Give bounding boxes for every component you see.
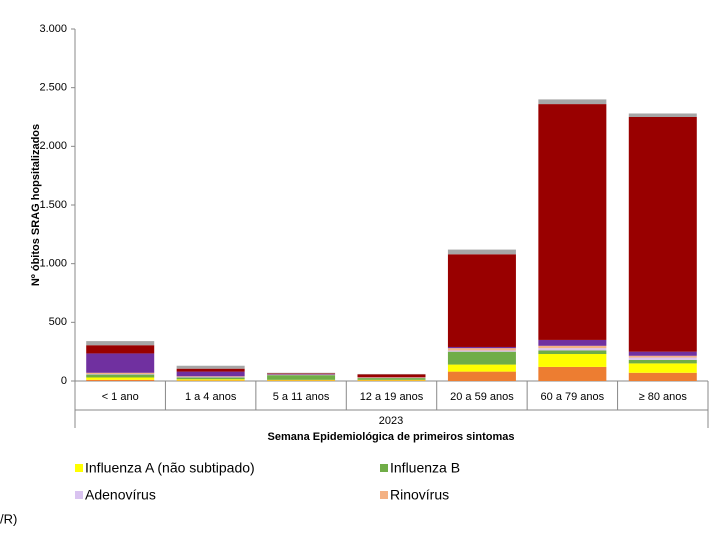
bar-segment [86, 345, 155, 354]
bar-segment [176, 365, 245, 369]
bar-segment [267, 380, 336, 381]
y-tick-label: 1.000 [39, 258, 67, 270]
bar-segment [86, 353, 155, 373]
bar-segment [176, 376, 245, 377]
y-tick-label: 500 [49, 316, 67, 328]
bar-segment [357, 374, 426, 378]
bar-segment [447, 350, 516, 352]
bar-segment [86, 372, 155, 374]
bar-segment [86, 373, 155, 375]
x-tick-label: 20 a 59 anos [450, 391, 514, 403]
bar-segment [628, 117, 697, 352]
y-axis-label: Nº óbitos SRAG hopsitalizados [30, 124, 42, 286]
group-label: 2023 [379, 415, 403, 427]
bar-segment [86, 374, 155, 378]
bar-segment [447, 351, 516, 365]
bar-segment [447, 249, 516, 255]
bar-segment [176, 380, 245, 381]
bar-segment [628, 357, 697, 360]
bar-segment [538, 366, 607, 381]
y-tick-label: 0 [61, 375, 67, 387]
bar-segment [447, 254, 516, 347]
y-tick-label: 2.000 [39, 140, 67, 152]
bar-segment [447, 371, 516, 381]
bar-segment [267, 379, 336, 381]
legend-swatch [380, 491, 388, 499]
x-tick-label: 5 a 11 anos [273, 391, 330, 403]
x-tick-label: ≥ 80 anos [639, 391, 688, 403]
bar-segment [267, 373, 336, 374]
legend-swatch [75, 491, 83, 499]
bar-segment [267, 375, 336, 380]
bar-segment [628, 372, 697, 381]
x-tick-label: < 1 ano [102, 391, 139, 403]
bar-segment [628, 355, 697, 358]
bar-segment [86, 341, 155, 346]
bar-segment [357, 379, 426, 381]
bar-segment [628, 113, 697, 117]
bar-segment [538, 104, 607, 340]
x-tick-label: 12 a 19 anos [360, 391, 424, 403]
bar-segment [176, 376, 245, 378]
y-tick-label: 3.000 [39, 23, 67, 35]
bar-segment [267, 372, 336, 374]
bar-segment [538, 345, 607, 349]
bar-segment [538, 99, 607, 105]
x-tick-label: 1 a 4 anos [185, 391, 237, 403]
bar-segment [176, 377, 245, 380]
bar-segment [357, 378, 426, 380]
bar-segment [267, 373, 336, 375]
y-tick-label: 2.500 [39, 82, 67, 94]
legend-label: Adenovírus [85, 487, 156, 503]
bar-segment [538, 354, 607, 367]
bar-segment [538, 348, 607, 351]
legend-label: Rinovírus [390, 487, 449, 503]
bar-segment [86, 377, 155, 380]
bar-segment [176, 368, 245, 372]
bar-segment [628, 363, 697, 373]
legend-swatch [75, 464, 83, 472]
bar-segment [176, 379, 245, 381]
legend-label: Influenza A (não subtipado) [85, 460, 255, 476]
bar-segment [447, 346, 516, 349]
legend-label: Influenza B [390, 460, 460, 476]
bar-segment [357, 380, 426, 381]
bar-segment [538, 350, 607, 355]
x-axis-label: Semana Epidemiológica de primeiros sinto… [268, 431, 515, 443]
bar-segment [628, 359, 697, 364]
bar-segment [447, 348, 516, 351]
x-tick-label: 60 a 79 anos [541, 391, 605, 403]
bar-segment [176, 371, 245, 377]
bar-segment [628, 351, 697, 356]
note: /R) [0, 511, 17, 526]
bar-segment [447, 364, 516, 372]
bar-segment [86, 379, 155, 381]
y-tick-label: 1.500 [39, 199, 67, 211]
bar-segment [538, 339, 607, 346]
legend-swatch [380, 464, 388, 472]
